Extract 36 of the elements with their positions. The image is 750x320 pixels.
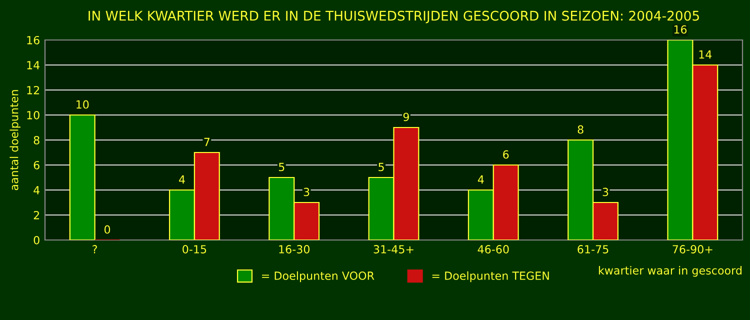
y-tick-label: 12 (27, 86, 40, 94)
data-label: 16 (674, 25, 687, 34)
data-label: 7 (204, 138, 210, 146)
data-label: 5 (378, 162, 384, 172)
y-tick-label: 8 (34, 136, 40, 144)
y-tick-label: 2 (34, 210, 40, 220)
x-tick-label: 31-45+ (374, 245, 414, 254)
x-tick-label: 0-15 (182, 245, 206, 254)
data-label: 4 (179, 175, 185, 184)
data-label: 3 (602, 188, 608, 196)
data-label: 9 (403, 112, 409, 122)
bar (69, 114, 96, 240)
data-label: 14 (699, 50, 712, 59)
y-tick-label: 0 (34, 236, 40, 244)
data-label: 5 (278, 162, 284, 172)
x-tick-label: 46-60 (478, 245, 509, 254)
x-axis-title: kwartier waar in gescoord (598, 266, 742, 277)
y-tick-label: 10 (27, 110, 40, 120)
x-tick-label: 61-75 (578, 245, 608, 254)
chart-title: IN WELK KWARTIER WERD ER IN DE THUISWEDSTRIJDEN GESCOORD IN SEIZOEN: 2004-2005 (88, 10, 699, 24)
y-tick-label: 4 (34, 186, 40, 194)
y-tick-label: 16 (27, 36, 40, 44)
data-label: 0 (104, 225, 110, 234)
y-axis-title: aantal doelpunten (10, 90, 20, 190)
y-tick-label: 6 (34, 160, 40, 170)
data-label: 4 (478, 175, 484, 184)
data-label: 10 (76, 100, 89, 109)
data-label: 3 (304, 188, 310, 196)
legend-label: = Doelpunten VOOR (262, 271, 374, 282)
legend-label: = Doelpunten TEGEN (432, 271, 549, 282)
data-label: 6 (503, 150, 509, 159)
data-label: 8 (578, 125, 584, 134)
x-tick-label: ? (92, 245, 97, 254)
y-tick-label: 14 (27, 61, 40, 70)
x-tick-label: 16-30 (279, 245, 310, 254)
x-tick-label: 76-90+ (672, 245, 712, 254)
